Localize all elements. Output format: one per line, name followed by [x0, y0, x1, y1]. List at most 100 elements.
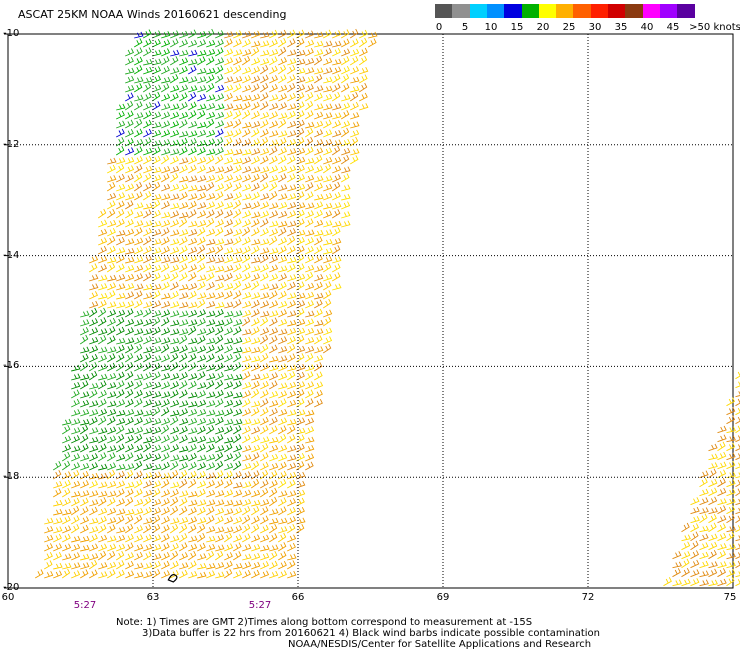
wind-barb: [116, 129, 124, 137]
wind-barb: [215, 58, 223, 65]
wind-barb: [143, 264, 151, 272]
wind-barb: [260, 328, 268, 336]
wind-barb: [314, 129, 322, 137]
wind-barb: [125, 210, 133, 219]
wind-barb: [170, 166, 179, 173]
wind-barb: [305, 410, 314, 416]
wind-barb: [179, 380, 187, 389]
wind-barb: [215, 184, 223, 192]
wind-barb: [251, 535, 259, 542]
wind-barb: [287, 516, 295, 524]
wind-barb: [305, 328, 313, 335]
wind-barb: [359, 48, 367, 56]
wind-barb: [179, 176, 188, 182]
wind-barb: [107, 498, 115, 506]
wind-barb: [224, 345, 232, 353]
wind-barb: [134, 461, 142, 470]
wind-barb: [161, 57, 169, 66]
wind-barb: [134, 65, 142, 74]
wind-barb: [107, 228, 115, 236]
wind-barb: [179, 184, 187, 191]
wind-barb: [314, 41, 323, 47]
wind-barb: [197, 471, 205, 479]
wind-barb: [287, 130, 296, 137]
wind-barb: [736, 487, 740, 496]
wind-barb: [718, 498, 727, 504]
wind-barb: [242, 264, 250, 273]
wind-barb: [89, 534, 97, 542]
wind-barb: [116, 274, 125, 281]
wind-barb: [125, 571, 133, 578]
wind-barb: [296, 382, 304, 390]
wind-barb: [323, 193, 331, 200]
wind-barb: [314, 265, 323, 272]
wind-barb: [269, 571, 278, 578]
wind-barb: [215, 147, 223, 155]
wind-barb: [71, 427, 80, 434]
wind-barb: [206, 437, 215, 443]
wind-barb: [296, 353, 304, 362]
wind-barb: [89, 553, 98, 560]
wind-barb: [143, 148, 152, 155]
wind-barb: [233, 192, 241, 200]
wind-barb: [323, 299, 331, 308]
wind-barb: [215, 452, 222, 461]
wind-barb: [134, 380, 142, 389]
wind-barb: [116, 464, 125, 470]
wind-barb: [188, 418, 196, 425]
wind-barb: [98, 444, 106, 452]
wind-barb: [224, 490, 232, 497]
wind-barb: [125, 148, 133, 156]
wind-barb: [134, 489, 142, 497]
wind-barb: [116, 338, 125, 344]
wind-barb: [341, 49, 349, 56]
wind-barb: [188, 392, 197, 398]
wind-barb: [278, 399, 286, 407]
wind-barb: [134, 544, 143, 551]
wind-barb: [718, 568, 726, 576]
wind-barb: [143, 552, 151, 560]
wind-barb: [116, 381, 124, 390]
wind-barb: [179, 552, 187, 560]
wind-barb: [736, 380, 740, 387]
wind-barb: [116, 345, 124, 353]
wind-barb: [53, 552, 61, 560]
wind-barb: [691, 523, 699, 531]
wind-barb: [98, 209, 106, 218]
wind-barb: [116, 481, 124, 488]
wind-barb: [161, 543, 169, 551]
wind-barb: [332, 41, 341, 47]
wind-barb: [287, 410, 296, 416]
wind-barb: [251, 570, 259, 578]
wind-barb: [269, 328, 277, 335]
wind-barb: [188, 291, 196, 299]
wind-barb: [224, 443, 232, 452]
wind-barb: [242, 554, 251, 560]
wind-barb: [143, 490, 151, 497]
wind-barb: [206, 182, 214, 191]
wind-barb: [215, 500, 224, 506]
wind-barb: [80, 463, 89, 470]
wind-barb: [233, 49, 242, 56]
wind-barb: [170, 272, 178, 281]
wind-barb: [170, 130, 178, 137]
wind-barb: [80, 454, 89, 461]
wind-barb: [718, 523, 726, 531]
wind-barb: [179, 131, 188, 137]
wind-barb: [107, 391, 116, 398]
wind-barb: [98, 508, 106, 515]
wind-barb: [323, 120, 331, 128]
wind-barb: [179, 455, 188, 461]
wind-barb: [305, 128, 313, 137]
wind-barb: [269, 400, 278, 407]
wind-barb: [170, 211, 178, 218]
wind-barb: [107, 382, 116, 389]
wind-barb: [143, 372, 151, 380]
wind-barb: [278, 507, 286, 515]
wind-barb: [224, 338, 233, 344]
wind-barb: [242, 67, 250, 74]
wind-barb: [350, 39, 358, 47]
wind-barb: [143, 453, 151, 461]
wind-barb: [314, 121, 322, 128]
wind-barb: [215, 508, 223, 515]
